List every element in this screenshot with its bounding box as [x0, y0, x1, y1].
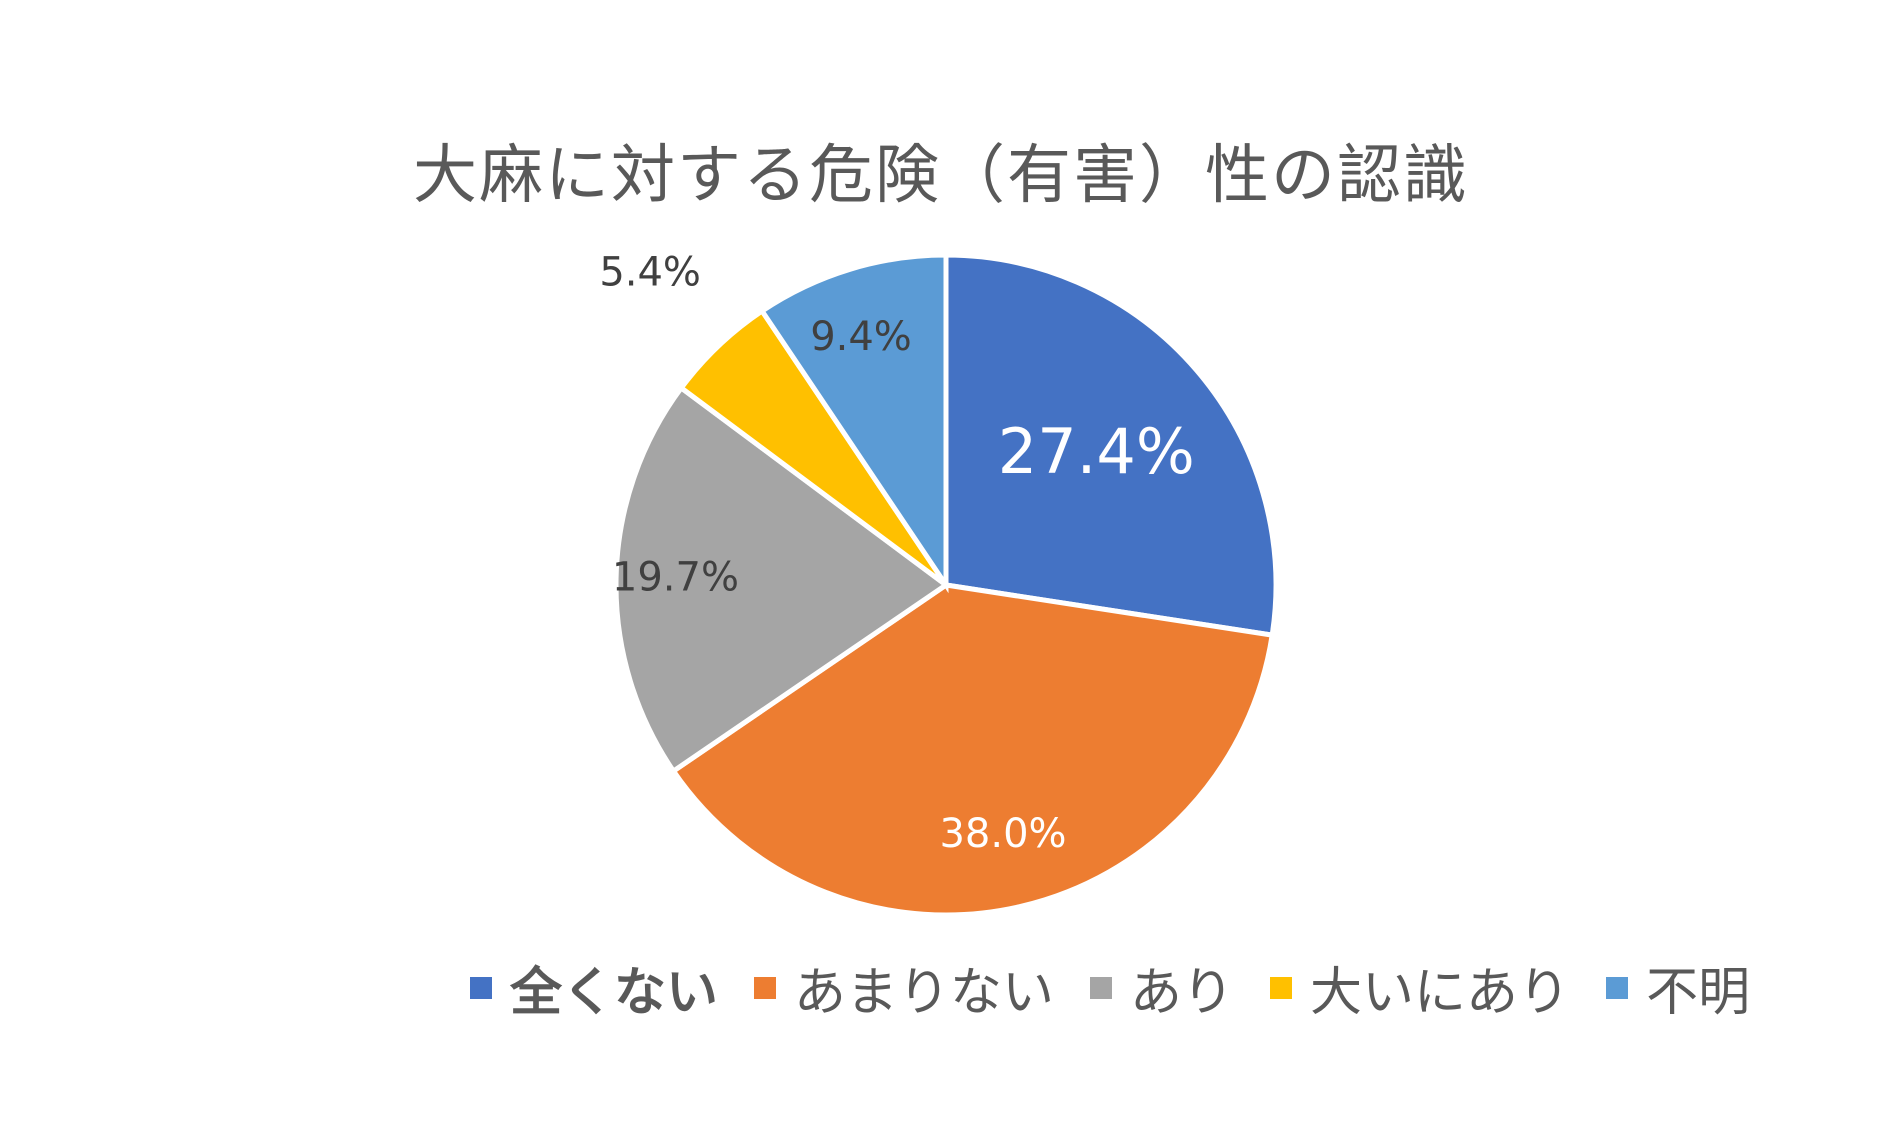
legend-swatch: [1270, 976, 1293, 999]
legend-item-4: 不明: [1606, 950, 1750, 1025]
legend-swatch: [1606, 976, 1629, 999]
pie-slice-1: [669, 582, 1276, 918]
legend-label: あまりない: [794, 963, 1055, 1023]
legend-label: 大いにあり: [1310, 963, 1571, 1023]
data-label-1: 38.0%: [939, 811, 1066, 857]
legend-swatch: [470, 976, 492, 999]
legend-label: あり: [1130, 963, 1235, 1023]
legend: 全くない あまりない あり 大いにあり 不明: [470, 950, 1870, 1025]
pie-slice-2: [613, 384, 951, 775]
data-label-3: 5.4%: [599, 249, 701, 295]
legend-item-3: 大いにあり: [1270, 950, 1570, 1025]
legend-item-1: あまりない: [754, 950, 1054, 1025]
legend-item-2: あり: [1090, 950, 1234, 1025]
legend-label: 全くない: [510, 963, 719, 1023]
pie-slice-4: [758, 252, 949, 594]
legend-swatch: [1090, 976, 1113, 999]
data-label-4: 9.4%: [810, 314, 912, 360]
data-label-0: 27.4%: [998, 415, 1195, 488]
chart-title: 大麻に対する危険（有害）性の認識: [413, 139, 1469, 213]
data-label-2: 19.7%: [612, 554, 739, 600]
legend-swatch: [754, 976, 777, 999]
pie-slice-0: [943, 252, 1279, 638]
legend-item-0: 全くない: [470, 950, 718, 1025]
legend-label: 不明: [1646, 963, 1751, 1023]
